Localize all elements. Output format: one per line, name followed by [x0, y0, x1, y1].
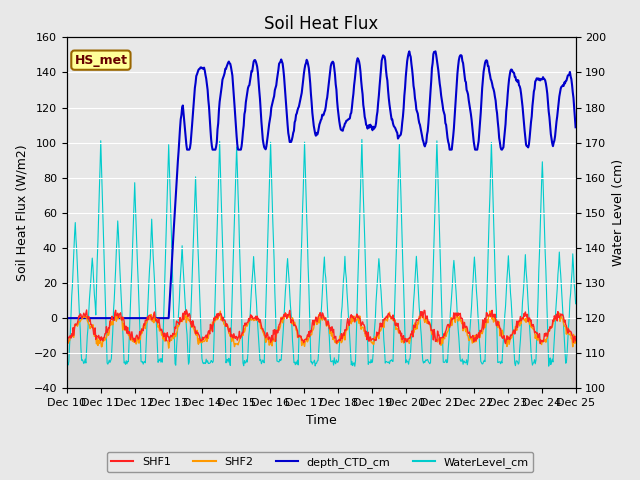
- SHF2: [383, 318, 391, 324]
- depth_CTD_cm: [72, 315, 80, 321]
- SHF1: [204, 332, 211, 337]
- WaterLevel_cm: [176, 281, 184, 287]
- depth_CTD_cm: [572, 124, 579, 130]
- SHF1: [63, 333, 70, 338]
- depth_CTD_cm: [125, 315, 132, 321]
- Bar: [67, 318, 575, 388]
- SHF1: [398, 337, 406, 343]
- Text: HS_met: HS_met: [74, 54, 127, 67]
- SHF2: [63, 337, 70, 343]
- SHF1: [436, 341, 444, 347]
- SHF2: [165, 345, 173, 351]
- Line: WaterLevel_cm: WaterLevel_cm: [67, 139, 575, 366]
- SHF2: [486, 308, 494, 314]
- WaterLevel_cm: [384, 360, 392, 365]
- SHF1: [176, 315, 184, 321]
- WaterLevel_cm: [399, 265, 407, 271]
- depth_CTD_cm: [203, 82, 211, 87]
- WaterLevel_cm: [63, 359, 70, 365]
- SHF2: [125, 332, 132, 338]
- WaterLevel_cm: [358, 136, 365, 142]
- depth_CTD_cm: [176, 126, 184, 132]
- depth_CTD_cm: [383, 73, 390, 79]
- Y-axis label: Soil Heat Flux (W/m2): Soil Heat Flux (W/m2): [15, 144, 28, 281]
- WaterLevel_cm: [203, 360, 211, 365]
- SHF2: [204, 334, 211, 340]
- Bar: [67, 37, 575, 318]
- Y-axis label: Water Level (cm): Water Level (cm): [612, 159, 625, 266]
- SHF2: [398, 335, 406, 340]
- WaterLevel_cm: [125, 359, 132, 365]
- SHF1: [182, 307, 190, 313]
- SHF1: [72, 322, 80, 328]
- SHF2: [177, 316, 184, 322]
- WaterLevel_cm: [351, 363, 358, 369]
- Line: SHF2: SHF2: [67, 311, 575, 348]
- Line: depth_CTD_cm: depth_CTD_cm: [67, 51, 575, 318]
- WaterLevel_cm: [72, 236, 80, 242]
- SHF1: [383, 315, 391, 321]
- Legend: SHF1, SHF2, depth_CTD_cm, WaterLevel_cm: SHF1, SHF2, depth_CTD_cm, WaterLevel_cm: [107, 452, 533, 472]
- depth_CTD_cm: [397, 128, 405, 133]
- depth_CTD_cm: [406, 48, 413, 54]
- X-axis label: Time: Time: [306, 414, 337, 427]
- Line: SHF1: SHF1: [67, 310, 575, 344]
- SHF2: [572, 338, 579, 344]
- SHF1: [572, 338, 579, 344]
- depth_CTD_cm: [63, 315, 70, 321]
- SHF2: [72, 321, 80, 327]
- WaterLevel_cm: [572, 301, 579, 307]
- Title: Soil Heat Flux: Soil Heat Flux: [264, 15, 378, 33]
- SHF1: [125, 331, 132, 336]
